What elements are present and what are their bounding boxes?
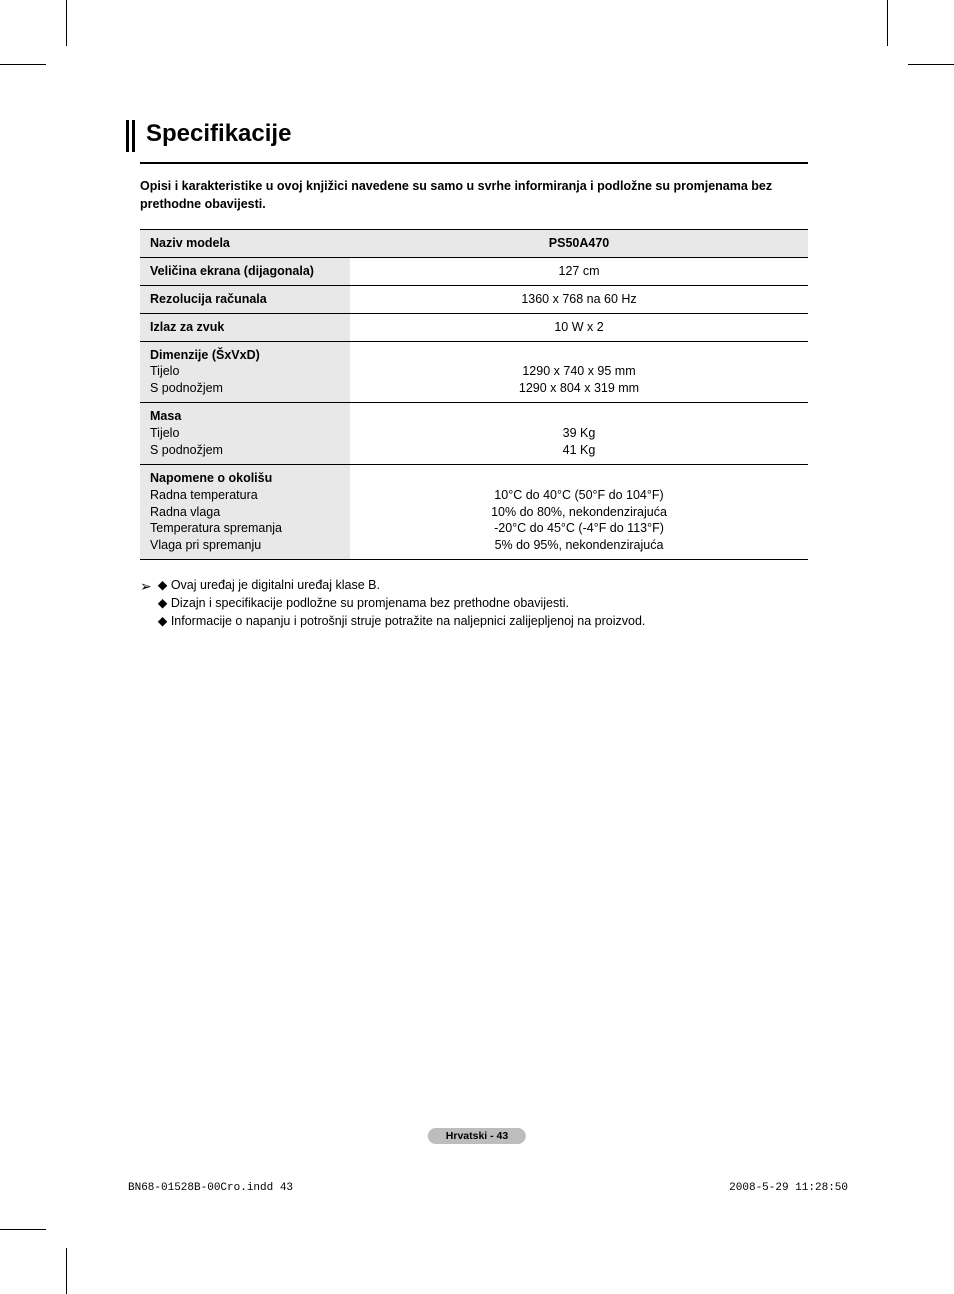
page-content: Specifikacije Opisi i karakteristike u o…: [66, 64, 888, 1230]
crop-mark: [66, 1248, 67, 1294]
arrow-icon: ➢: [140, 576, 152, 630]
notes-block: ➢ Ovaj uređaj je digitalni uređaj klase …: [140, 576, 808, 630]
crop-mark: [66, 0, 67, 46]
row-value: 10°C do 40°C (50°F do 104°F)10% do 80%, …: [350, 464, 808, 559]
intro-text: Opisi i karakteristike u ovoj knjižici n…: [140, 178, 808, 213]
footer-left: BN68-01528B-00Cro.indd 43: [128, 1182, 293, 1194]
crop-mark: [908, 64, 954, 65]
row-value: 127 cm: [350, 257, 808, 285]
row-label: Veličina ekrana (dijagonala): [140, 257, 350, 285]
row-label: MasaTijeloS podnožjem: [140, 403, 350, 465]
footer-right: 2008-5-29 11:28:50: [729, 1182, 848, 1194]
table-header-row: Naziv modela PS50A470: [140, 230, 808, 258]
table-row: Veličina ekrana (dijagonala)127 cm: [140, 257, 808, 285]
table-row: Dimenzije (ŠxVxD)TijeloS podnožjem1290 x…: [140, 341, 808, 403]
table-row: MasaTijeloS podnožjem39 Kg41 Kg: [140, 403, 808, 465]
header-label: Naziv modela: [140, 230, 350, 258]
note-item: Ovaj uređaj je digitalni uređaj klase B.: [158, 576, 646, 594]
row-value: 39 Kg41 Kg: [350, 403, 808, 465]
page-badge: Hrvatski - 43: [428, 1128, 526, 1144]
row-label: Napomene o okolišuRadna temperaturaRadna…: [140, 464, 350, 559]
footer: BN68-01528B-00Cro.indd 43 2008-5-29 11:2…: [128, 1182, 848, 1194]
heading: Specifikacije: [126, 120, 808, 152]
table-row: Rezolucija računala1360 x 768 na 60 Hz: [140, 285, 808, 313]
heading-underline: [140, 162, 808, 164]
row-value: 10 W x 2: [350, 313, 808, 341]
table-row: Izlaz za zvuk10 W x 2: [140, 313, 808, 341]
note-item: Dizajn i specifikacije podložne su promj…: [158, 594, 646, 612]
heading-accent-icon: [126, 120, 136, 152]
row-value: 1290 x 740 x 95 mm1290 x 804 x 319 mm: [350, 341, 808, 403]
row-label: Rezolucija računala: [140, 285, 350, 313]
table-row: Napomene o okolišuRadna temperaturaRadna…: [140, 464, 808, 559]
row-value: 1360 x 768 na 60 Hz: [350, 285, 808, 313]
crop-mark: [887, 0, 888, 46]
page-title: Specifikacije: [146, 120, 808, 152]
note-item: Informacije o napanju i potrošnji struje…: [158, 612, 646, 630]
crop-mark: [0, 64, 46, 65]
header-value: PS50A470: [350, 230, 808, 258]
specs-table: Naziv modela PS50A470 Veličina ekrana (d…: [140, 229, 808, 560]
notes-list: Ovaj uređaj je digitalni uređaj klase B.…: [158, 576, 646, 630]
row-label: Dimenzije (ŠxVxD)TijeloS podnožjem: [140, 341, 350, 403]
row-label: Izlaz za zvuk: [140, 313, 350, 341]
crop-mark: [0, 1229, 46, 1230]
